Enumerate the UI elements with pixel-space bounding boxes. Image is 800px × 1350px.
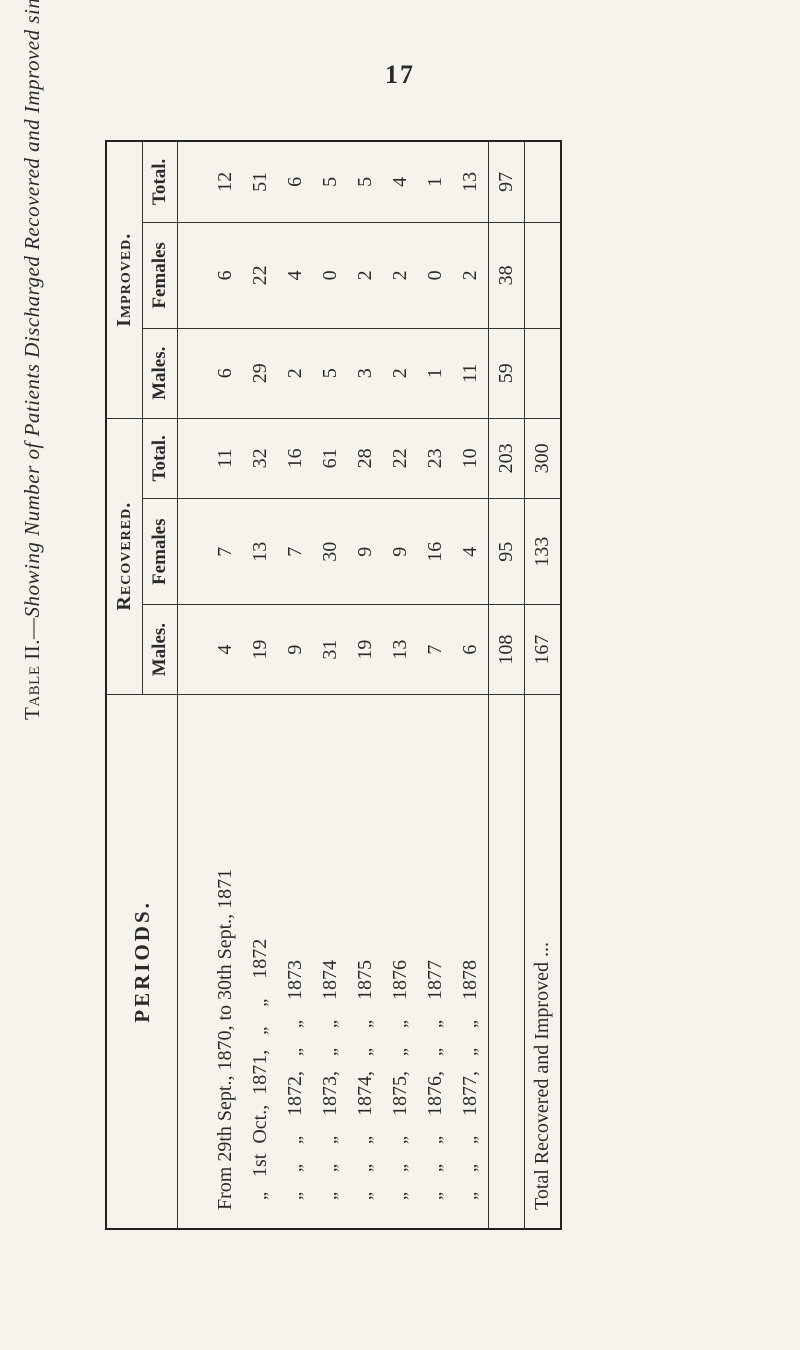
data-cell: 9	[383, 499, 418, 605]
sub-imp-total: 97	[489, 141, 525, 222]
sub-imp-females: 38	[489, 222, 525, 328]
data-cell: 2	[278, 329, 313, 418]
sub-rec-males: 108	[489, 605, 525, 694]
rec-males-header: Males.	[143, 605, 178, 694]
table-caption: Table II.—Showing Number of Patients Dis…	[20, 0, 45, 720]
table-row: From 29th Sept., 1870, to 30th Sept., 18…	[208, 141, 243, 1229]
grand-imp-total	[525, 141, 562, 222]
data-cell: 19	[348, 605, 383, 694]
data-cell: 61	[313, 418, 348, 499]
grand-rec-females: 133	[525, 499, 562, 605]
data-cell: 23	[418, 418, 453, 499]
period-cell: „ „ „ 1874, „ „ 1875	[348, 694, 383, 1229]
grand-rec-males: 167	[525, 605, 562, 694]
improved-header: Improved.	[106, 141, 143, 418]
data-cell: 1	[418, 141, 453, 222]
period-cell: „ 1st Oct., 1871, „ „ 1872	[243, 694, 278, 1229]
table-row: „ „ „ 1876, „ „ 187771623101	[418, 141, 453, 1229]
data-cell: 51	[243, 141, 278, 222]
data-cell: 11	[453, 329, 489, 418]
data-cell: 4	[278, 222, 313, 328]
data-cell: 0	[418, 222, 453, 328]
data-cell: 4	[453, 499, 489, 605]
data-cell: 2	[348, 222, 383, 328]
data-cell: 6	[208, 329, 243, 418]
data-cell: 2	[383, 329, 418, 418]
recovered-header: Recovered.	[106, 418, 143, 694]
rec-females-header: Females	[143, 499, 178, 605]
grand-imp-females	[525, 222, 562, 328]
subtotal-blank	[489, 694, 525, 1229]
data-cell: 7	[208, 499, 243, 605]
period-cell: From 29th Sept., 1870, to 30th Sept., 18…	[208, 694, 243, 1229]
data-cell: 29	[243, 329, 278, 418]
data-cell: 0	[313, 222, 348, 328]
page-number: 17	[0, 60, 800, 90]
data-cell: 32	[243, 418, 278, 499]
grand-rec-total: 300	[525, 418, 562, 499]
data-cell: 7	[418, 605, 453, 694]
data-cell: 4	[383, 141, 418, 222]
data-cell: 9	[278, 605, 313, 694]
table-row: „ „ „ 1873, „ „ 1874313061505	[313, 141, 348, 1229]
periods-header: PERIODS.	[106, 694, 178, 1229]
imp-females-header: Females	[143, 222, 178, 328]
table-row: „ „ „ 1874, „ „ 187519928325	[348, 141, 383, 1229]
rec-total-header: Total.	[143, 418, 178, 499]
data-cell: 19	[243, 605, 278, 694]
period-cell: „ „ „ 1873, „ „ 1874	[313, 694, 348, 1229]
table-row: „ „ „ 1875, „ „ 187613922224	[383, 141, 418, 1229]
caption-prefix: Table II.—	[20, 618, 44, 720]
imp-total-header: Total.	[143, 141, 178, 222]
period-cell: „ „ „ 1877, „ „ 1878	[453, 694, 489, 1229]
data-cell: 5	[313, 329, 348, 418]
dots-cell	[178, 694, 209, 1229]
data-cell: 9	[348, 499, 383, 605]
data-table: PERIODS. Recovered. Improved. Males. Fem…	[105, 140, 562, 1230]
data-cell: 16	[278, 418, 313, 499]
period-cell: „ „ „ 1872, „ „ 1873	[278, 694, 313, 1229]
data-cell: 2	[453, 222, 489, 328]
data-cell: 13	[243, 499, 278, 605]
data-cell: 3	[348, 329, 383, 418]
period-cell: „ „ „ 1876, „ „ 1877	[418, 694, 453, 1229]
data-cell: 2	[383, 222, 418, 328]
data-cell: 31	[313, 605, 348, 694]
data-cell: 30	[313, 499, 348, 605]
imp-males-header: Males.	[143, 329, 178, 418]
caption-italic: Showing Number of Patients Discharged Re…	[20, 0, 44, 618]
data-cell: 22	[383, 418, 418, 499]
data-cell: 5	[348, 141, 383, 222]
data-cell: 7	[278, 499, 313, 605]
table-row: „ „ „ 1872, „ „ 18739716246	[278, 141, 313, 1229]
data-cell: 16	[418, 499, 453, 605]
data-cell: 6	[278, 141, 313, 222]
data-cell: 12	[208, 141, 243, 222]
data-cell: 11	[208, 418, 243, 499]
table-row: „ „ „ 1877, „ „ 1878641011213	[453, 141, 489, 1229]
data-cell: 10	[453, 418, 489, 499]
sub-rec-females: 95	[489, 499, 525, 605]
data-cell: 28	[348, 418, 383, 499]
data-cell: 13	[383, 605, 418, 694]
grand-imp-males	[525, 329, 562, 418]
sub-imp-males: 59	[489, 329, 525, 418]
data-cell: 1	[418, 329, 453, 418]
data-cell: 13	[453, 141, 489, 222]
table-row: „ 1st Oct., 1871, „ „ 1872191332292251	[243, 141, 278, 1229]
data-cell: 5	[313, 141, 348, 222]
sub-rec-total: 203	[489, 418, 525, 499]
period-cell: „ „ „ 1875, „ „ 1876	[383, 694, 418, 1229]
data-cell: 6	[453, 605, 489, 694]
data-cell: 22	[243, 222, 278, 328]
grand-label: Total Recovered and Improved ...	[525, 694, 562, 1229]
data-cell: 4	[208, 605, 243, 694]
data-cell: 6	[208, 222, 243, 328]
